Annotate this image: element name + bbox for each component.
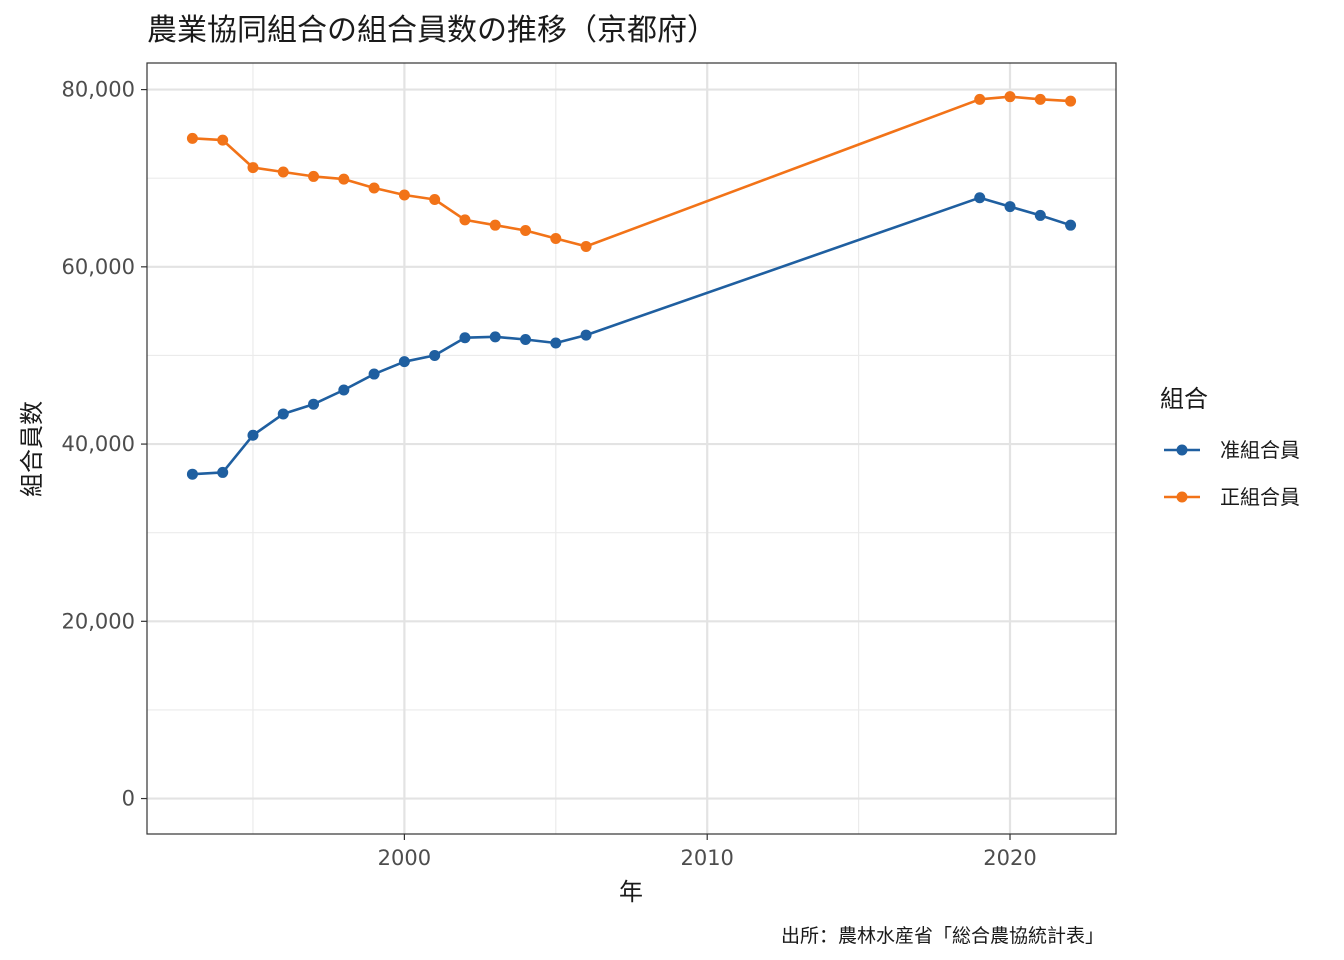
y-tick-label: 80,000	[62, 78, 135, 102]
data-point	[308, 170, 320, 182]
legend-key-point	[1176, 491, 1188, 503]
grid-minor	[147, 63, 1116, 834]
data-point	[1034, 209, 1046, 221]
y-axis-title: 組合員数	[18, 401, 46, 497]
series-line	[192, 95, 1071, 248]
plot-panel-border	[146, 62, 1117, 835]
axis-tick-labels: 2000 2010 2020 0 20,000 40,000 60,000 80,000	[62, 78, 1037, 870]
x-tick-label: 2020	[983, 846, 1036, 870]
data-point	[1065, 95, 1077, 107]
data-point	[550, 337, 562, 349]
legend-key-point	[1176, 444, 1188, 456]
data-point	[217, 134, 229, 146]
axis-ticks	[141, 88, 1011, 840]
y-tick-label: 60,000	[62, 255, 135, 279]
series-line	[192, 196, 1072, 476]
data-point	[368, 368, 380, 380]
data-point	[974, 93, 986, 105]
data-point	[580, 329, 592, 341]
data-point	[368, 182, 380, 194]
data-point	[1065, 219, 1077, 231]
y-tick-label: 0	[122, 787, 135, 811]
grid-major	[147, 63, 1116, 834]
series-layer	[186, 91, 1077, 480]
data-point	[277, 166, 289, 178]
legend-title: 組合	[1160, 385, 1208, 413]
data-point	[459, 214, 471, 226]
data-point	[247, 429, 259, 441]
data-point	[580, 240, 592, 252]
data-point	[429, 349, 441, 361]
x-axis-title: 年	[619, 878, 643, 906]
data-point	[974, 192, 986, 204]
data-point	[520, 224, 532, 236]
caption: 出所：農林水産省「総合農協統計表」	[781, 925, 1104, 947]
data-point	[277, 408, 289, 420]
data-point	[459, 332, 471, 344]
data-point	[186, 468, 198, 480]
x-tick-label: 2000	[378, 846, 431, 870]
data-point	[338, 173, 350, 185]
data-point	[1034, 93, 1046, 105]
data-point	[217, 466, 229, 478]
data-point	[429, 193, 441, 205]
data-point	[247, 162, 259, 174]
data-point	[489, 331, 501, 343]
legend-label: 准組合員	[1220, 438, 1300, 462]
data-point	[1004, 201, 1016, 213]
data-point	[398, 356, 410, 368]
data-point	[520, 333, 532, 345]
chart-title: 農業協同組合の組合員数の推移（京都府）	[147, 13, 717, 48]
data-point	[489, 219, 501, 231]
x-tick-label: 2010	[680, 846, 733, 870]
y-tick-label: 20,000	[62, 609, 135, 633]
y-tick-label: 40,000	[62, 432, 135, 456]
data-point	[398, 189, 410, 201]
data-point	[308, 398, 320, 410]
data-point	[338, 384, 350, 396]
data-point	[550, 232, 562, 244]
legend-label: 正組合員	[1220, 485, 1300, 509]
data-point	[186, 132, 198, 144]
data-point	[1004, 91, 1016, 103]
